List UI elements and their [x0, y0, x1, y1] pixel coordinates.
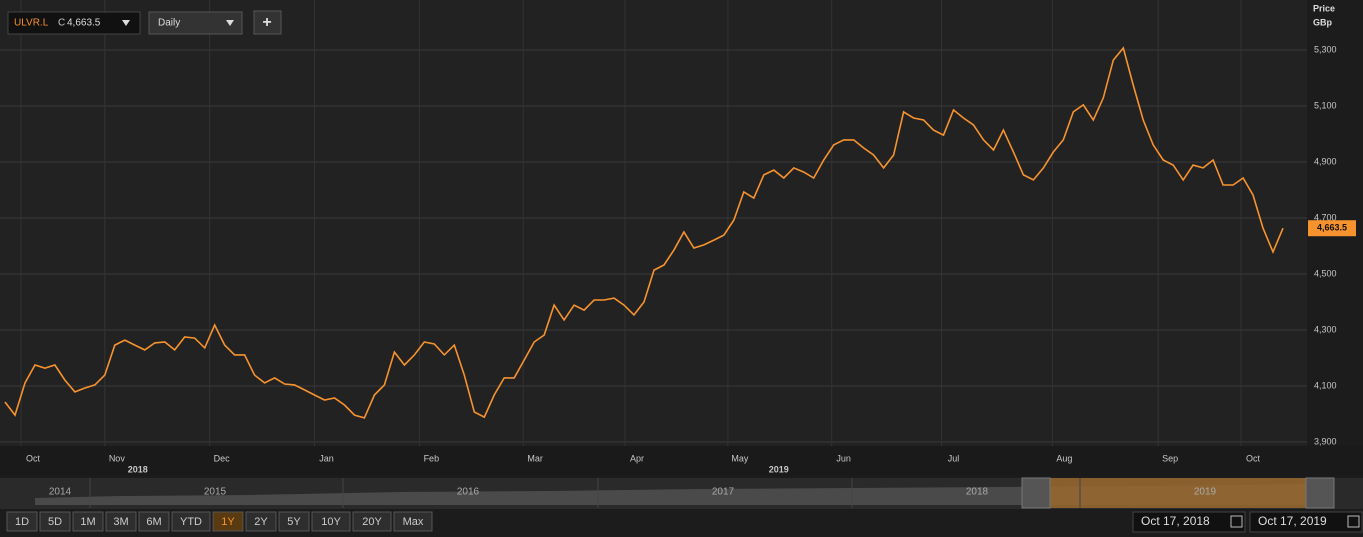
y-tick-label: 5,100	[1314, 100, 1337, 110]
range-button[interactable]	[138, 511, 170, 532]
last-price-label: 4,663.5	[1317, 223, 1347, 233]
axis-title: Price	[1313, 3, 1335, 13]
navigator-handle[interactable]	[1021, 477, 1051, 509]
year-label: 2019	[769, 464, 789, 474]
range-button[interactable]	[39, 511, 71, 532]
range-button[interactable]	[72, 511, 104, 532]
x-axis-band	[0, 446, 1363, 476]
range-button[interactable]	[393, 511, 433, 532]
navigator-year: 2018	[966, 487, 989, 498]
y-tick-label: 4,700	[1314, 212, 1337, 222]
close-value: 4,663.5	[67, 18, 101, 29]
x-tick-label: May	[731, 453, 749, 463]
navigator-year: 2016	[457, 487, 480, 498]
navigator-year: 2014	[49, 487, 72, 498]
calendar-icon[interactable]	[1230, 515, 1243, 528]
range-button[interactable]	[352, 511, 392, 532]
year-label: 2018	[128, 464, 148, 474]
plot-area	[0, 0, 1307, 446]
navigator-year: 2017	[712, 487, 735, 498]
range-label: 5D	[48, 516, 62, 528]
range-button[interactable]	[278, 511, 310, 532]
x-tick-label: Mar	[527, 453, 543, 463]
x-tick-label: Dec	[214, 453, 231, 463]
navigator-area	[35, 484, 1305, 505]
date-label: Oct 17, 2019	[1258, 514, 1327, 528]
range-label: Max	[403, 516, 424, 528]
x-tick-label: Jul	[948, 453, 960, 463]
x-tick-label: Apr	[630, 453, 644, 463]
range-label: 1Y	[221, 516, 235, 528]
navigator-selection[interactable]	[1050, 478, 1306, 508]
range-button[interactable]	[311, 511, 351, 532]
interval: Daily	[158, 18, 180, 29]
range-button[interactable]	[105, 511, 137, 532]
range-label: 6M	[146, 516, 161, 528]
range-label: 1M	[80, 516, 95, 528]
range-button[interactable]	[171, 511, 211, 532]
y-tick-label: 5,300	[1314, 44, 1337, 54]
navigator-year: 2019	[1194, 487, 1217, 498]
date-input[interactable]	[1249, 511, 1363, 533]
x-tick-label: Nov	[109, 453, 126, 463]
date-label: Oct 17, 2018	[1141, 514, 1210, 528]
x-tick-label: Oct	[1246, 453, 1261, 463]
last-price-box	[1308, 220, 1356, 237]
dropdown-arrow	[122, 20, 130, 26]
x-tick-label: Feb	[424, 453, 440, 463]
range-label: 3M	[113, 516, 128, 528]
ticker: ULVR.L	[14, 18, 49, 29]
x-tick-label: Aug	[1056, 453, 1072, 463]
range-button[interactable]	[6, 511, 38, 532]
calendar-icon[interactable]	[1347, 515, 1360, 528]
ticker-box[interactable]	[7, 11, 141, 35]
x-tick-label: Jun	[836, 453, 851, 463]
close-prefix: C	[58, 18, 65, 29]
axis-unit: GBp	[1313, 17, 1333, 27]
y-tick-label: 4,100	[1314, 380, 1337, 390]
y-tick-label: 4,500	[1314, 268, 1337, 278]
range-label: 20Y	[362, 516, 382, 528]
range-button[interactable]	[245, 511, 277, 532]
add-label: +	[262, 14, 271, 31]
x-tick-label: Sep	[1162, 453, 1178, 463]
interval-select[interactable]	[148, 11, 243, 35]
navigator-year: 2015	[204, 487, 227, 498]
x-tick-label: Jan	[319, 453, 334, 463]
x-tick-label: Oct	[26, 453, 41, 463]
dropdown-arrow	[226, 20, 234, 26]
y-tick-label: 3,900	[1314, 436, 1337, 446]
navigator-handle[interactable]	[1305, 477, 1335, 509]
range-label: 5Y	[287, 516, 301, 528]
y-tick-label: 4,300	[1314, 324, 1337, 334]
range-label: YTD	[180, 516, 202, 528]
price-line	[4, 46, 1284, 419]
range-label: 1D	[15, 516, 29, 528]
range-label: 10Y	[321, 516, 341, 528]
range-label: 2Y	[254, 516, 268, 528]
add-button[interactable]	[253, 10, 282, 35]
range-button[interactable]	[212, 511, 244, 532]
date-input[interactable]	[1132, 511, 1246, 533]
y-tick-label: 4,900	[1314, 156, 1337, 166]
